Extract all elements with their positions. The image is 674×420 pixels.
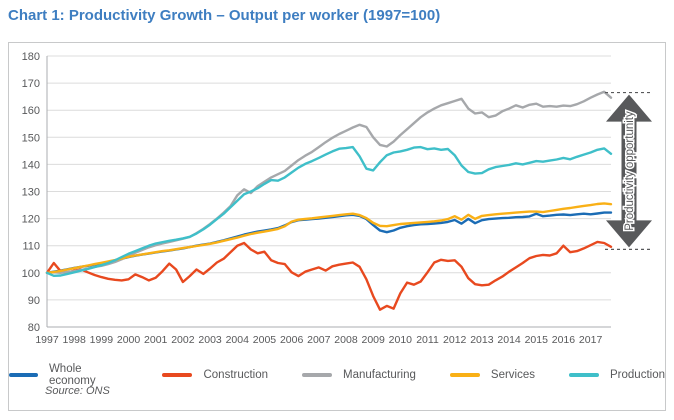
y-tick-label: 80: [28, 322, 40, 334]
legend-item-services: Services: [449, 369, 536, 381]
x-tick-label: 2004: [226, 334, 250, 346]
y-tick-label: 120: [22, 214, 40, 226]
legend-label: Production: [610, 369, 665, 381]
x-tick-label: 1997: [35, 334, 59, 346]
legend-item-manufacturing: Manufacturing: [302, 369, 416, 381]
series-line-services: [45, 202, 613, 275]
y-tick-label: 100: [22, 268, 40, 280]
series-line-whole-economy: [45, 211, 613, 275]
y-tick-label: 170: [22, 78, 40, 90]
x-tick-label: 2006: [280, 334, 304, 346]
y-tick-label: 150: [22, 132, 40, 144]
x-tick-label: 2012: [443, 334, 467, 346]
x-tick-label: 2000: [117, 334, 141, 346]
x-tick-label: 2003: [198, 334, 222, 346]
x-tick-label: 2016: [552, 334, 576, 346]
x-tick-label: 2005: [253, 334, 277, 346]
legend-label: Construction: [203, 369, 269, 381]
y-tick-label: 90: [28, 295, 40, 307]
legend-dash-icon: [449, 373, 480, 377]
x-tick-label: 2011: [416, 334, 439, 346]
series-line-production: [45, 145, 613, 278]
x-tick-label: 2017: [579, 334, 603, 346]
chart-title: Chart 1: Productivity Growth – Output pe…: [8, 7, 441, 24]
x-tick-label: 2010: [389, 334, 413, 346]
x-tick-label: 2014: [497, 334, 521, 346]
legend-item-production: Production: [569, 369, 665, 381]
legend-label: Services: [490, 369, 536, 381]
x-tick-label: 2008: [334, 334, 358, 346]
y-tick-label: 180: [22, 51, 40, 63]
x-tick-label: 1998: [63, 334, 87, 346]
productivity-opportunity-label: Productivity opportunity: [624, 111, 636, 231]
series-line-construction: [45, 240, 613, 311]
y-tick-label: 110: [22, 241, 40, 253]
y-tick-label: 160: [22, 105, 40, 117]
legend-item-construction: Construction: [162, 369, 268, 381]
legend-label: Whole economy: [48, 363, 96, 387]
chart-svg: 80 90 100 110 120 130 140 150 160 170 180 1997 1998 1…: [22, 51, 653, 346]
y-tick-label: 130: [22, 187, 40, 199]
productivity-opportunity-arrow: [606, 94, 652, 248]
x-tick-label: 2015: [525, 334, 549, 346]
x-tick-label: 2013: [470, 334, 494, 346]
legend-dash-icon: [9, 373, 38, 377]
legend-item-whole-economy: Whole economy: [9, 363, 128, 387]
figure-box: 80 90 100 110 120 130 140 150 160 170 180 1997 1998 1…: [8, 42, 666, 411]
legend-dash-icon: [569, 373, 600, 377]
legend: Whole economy Construction Manufacturing Se…: [9, 363, 665, 387]
legend-dash-icon: [162, 373, 193, 377]
series-line-manufacturing: [45, 90, 613, 275]
x-tick-label: 2007: [307, 334, 331, 346]
x-tick-label: 2002: [171, 334, 195, 346]
x-tick-label: 2009: [361, 334, 385, 346]
legend-dash-icon: [302, 373, 333, 377]
x-tick-label: 2001: [144, 334, 168, 346]
x-tick-label: 1999: [90, 334, 114, 346]
legend-label: Manufacturing: [343, 369, 416, 381]
source-note: Source: ONS: [45, 385, 110, 397]
y-tick-label: 140: [22, 159, 40, 171]
